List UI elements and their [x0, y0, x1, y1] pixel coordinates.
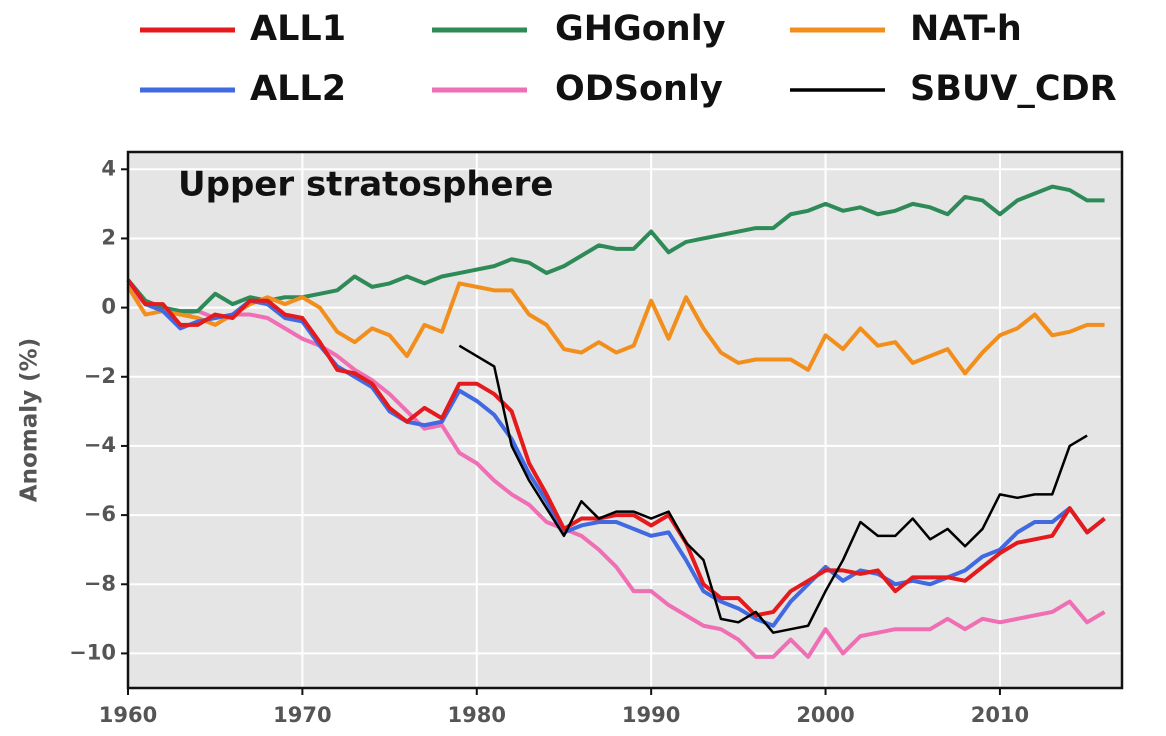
- x-tick-label: 1960: [99, 703, 157, 727]
- legend-label: ALL2: [250, 69, 346, 109]
- ticks: −10 −8 −6 −4 −2 0 2 4 1960 1970 1980 1990 2000 2010: [69, 156, 1029, 727]
- x-tick-label: 2010: [971, 703, 1029, 727]
- series-line: [126, 278, 1106, 628]
- x-tick-label: 1980: [448, 703, 506, 727]
- y-tick-label: 2: [101, 225, 116, 249]
- legend: ALL1 ALL2 GHGonly ODSonly NAT-h SBUV_CDR: [140, 9, 1117, 109]
- plot-background: [128, 152, 1122, 688]
- lines: [126, 184, 1106, 659]
- legend-label: GHGonly: [555, 9, 726, 49]
- legend-label: NAT-h: [910, 9, 1022, 49]
- plot-frame: [126, 150, 1124, 690]
- legend-label: SBUV_CDR: [910, 69, 1117, 109]
- annotation: Upper stratosphere: [178, 165, 553, 205]
- x-tick-label: 2000: [796, 703, 854, 727]
- x-tick-label: 1970: [273, 703, 331, 727]
- grid: [127, 152, 1122, 688]
- y-tick-label: −8: [84, 571, 116, 595]
- series-line: [126, 281, 1105, 376]
- y-tick-label: −6: [84, 502, 116, 526]
- series-line: [126, 278, 1106, 618]
- y-tick-label: 4: [101, 156, 116, 180]
- legend-label: ODSonly: [555, 69, 723, 109]
- legend-label: ALL1: [250, 9, 346, 49]
- series-line: [458, 344, 1088, 634]
- y-tick-label: −10: [69, 640, 116, 664]
- x-tick-label: 1990: [622, 703, 680, 727]
- series-line: [126, 184, 1105, 314]
- y-tick-label: 0: [101, 295, 116, 319]
- series-line: [126, 285, 1106, 659]
- y-tick-label: −4: [84, 433, 116, 457]
- y-tick-label: −2: [84, 364, 116, 388]
- y-axis-label: Anomaly (%): [17, 338, 43, 502]
